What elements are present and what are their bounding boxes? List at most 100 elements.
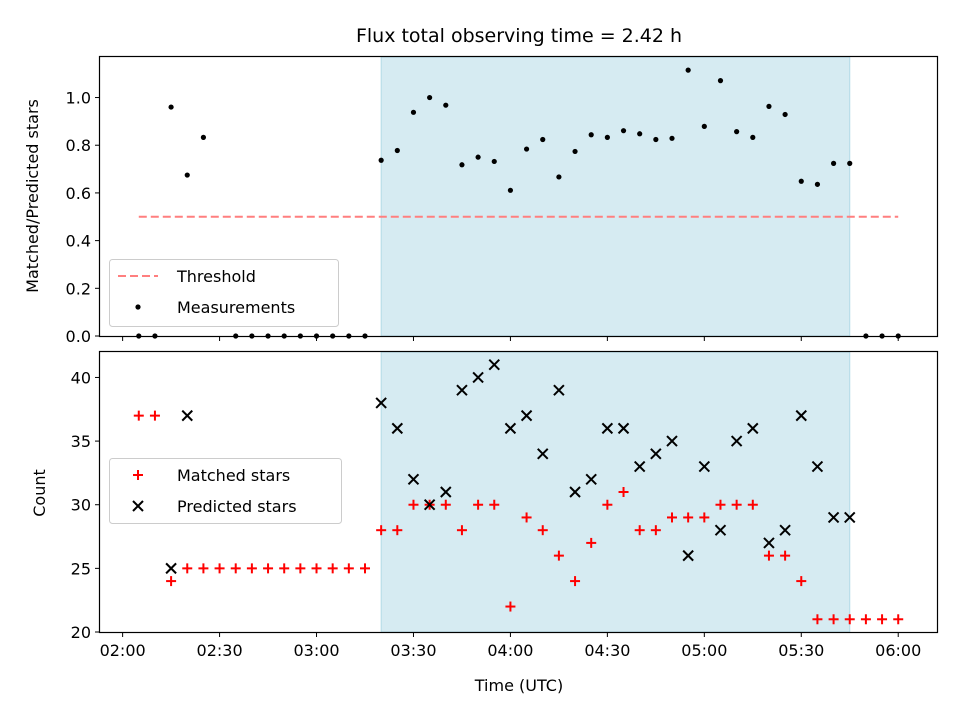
matched-star-point [537,525,548,536]
matched-star-point [780,550,791,561]
top-y-tick-label: 0.4 [66,232,91,251]
predicted-star-point [456,384,468,396]
legend-measurements-label: Measurements [177,298,295,317]
predicted-star-point [504,422,517,435]
measurement-point [588,132,594,138]
measurement-point [507,187,514,193]
matched-star-point [877,614,888,625]
measurement-point [814,181,821,187]
measurement-point [523,146,530,152]
matched-star-point [860,614,871,625]
matched-star-point [133,410,144,421]
matched-star-point [246,563,257,574]
bottom-highlight-span-layer [380,351,851,633]
predicted-star-point [569,486,581,498]
predicted-star-point [633,460,646,473]
x-tick-label: 03:00 [293,641,339,660]
matched-star-point [214,563,225,574]
predicted-star-point [165,562,177,575]
predicted-star-point [795,409,807,422]
matched-star-point [634,525,645,536]
matched-star-point [295,563,306,574]
matched-star-point [893,614,904,625]
matched-star-point [392,525,403,536]
predicted-star-point [811,460,824,473]
measurement-point [540,136,546,143]
matched-star-point [505,601,516,612]
measurement-point [168,104,174,110]
bottom-axes-frame [98,350,939,634]
top-y-ticks: 0.0 0.2 0.4 0.6 0.8 1.0 [66,89,100,346]
matched-star-point [263,563,274,574]
legend-measurements-swatch [135,304,141,310]
predicted-star-point [779,524,791,536]
bottom-y-tick-label: 25 [71,559,91,578]
measurement-point [394,147,400,154]
top-y-tick-label: 1.0 [66,89,91,108]
matched-star-point [828,614,839,625]
measurement-point [378,157,384,163]
predicted-star-point [440,486,452,498]
x-tick-label: 02:30 [197,641,243,660]
x-tick-label: 05:00 [681,641,727,660]
measurement-point [734,129,740,135]
bottom-legend-box [109,458,342,524]
x-tick-label: 06:00 [875,641,921,660]
predicted-star-point [763,537,775,549]
predicted-star-point [181,409,193,422]
measurement-point [653,136,659,143]
predicted-star-point [730,435,743,447]
matched-star-point [279,563,290,574]
bottom-legend: Matched stars Predicted stars [109,458,342,524]
matched-star-point [359,563,370,574]
predicted-star-point [666,435,678,447]
predicted-star-point [423,499,436,511]
predicted-stars-layer [165,359,856,575]
measurement-point [459,162,465,168]
top-highlight-span-layer [380,56,851,337]
predicted-star-point [472,371,484,384]
matched-star-point [489,499,500,510]
matched-star-point [149,410,160,421]
matched-star-point [327,563,338,574]
matched-star-point [683,512,694,523]
predicted-star-point [827,511,840,524]
matched-star-point [796,576,807,587]
legend-predicted-swatch [132,500,144,512]
matched-star-point [343,563,354,574]
matched-star-point [570,576,581,587]
measurement-point [637,131,643,137]
matched-star-point [650,525,661,536]
legend-threshold-label: Threshold [176,267,256,286]
predicted-star-point [601,422,614,435]
measurement-point [701,123,707,129]
measurement-point [604,134,610,140]
predicted-star-point [391,422,404,435]
top-highlight-span [380,56,851,337]
measurement-point [766,103,772,109]
bottom-panel: 20 25 30 35 40 02:00 02:30 03:00 03:30 04:00 04:3… [30,350,939,695]
matched-star-point [602,499,613,510]
predicted-star-point [488,359,500,371]
bottom-y-tick-label: 35 [71,432,91,451]
top-legend: Threshold Measurements [109,259,339,327]
matched-star-point [408,499,419,510]
predicted-star-point [537,448,549,460]
matched-star-point [812,614,823,625]
measurement-point [184,172,190,178]
matched-star-point [715,499,726,510]
measurement-point [443,102,449,108]
matched-star-point [699,512,710,523]
predicted-star-point [375,397,387,409]
x-tick-label: 02:00 [100,641,146,660]
measurement-point [427,94,433,101]
predicted-star-point [553,384,565,396]
matched-star-point [586,537,597,548]
top-y-tick-label: 0.2 [66,279,91,298]
predicted-star-point [714,524,727,536]
x-tick-label: 03:30 [390,641,436,660]
top-y-tick-label: 0.0 [66,327,91,346]
measurement-point [717,78,724,84]
bottom-y-tick-label: 40 [71,368,91,387]
measurement-point [847,160,853,166]
